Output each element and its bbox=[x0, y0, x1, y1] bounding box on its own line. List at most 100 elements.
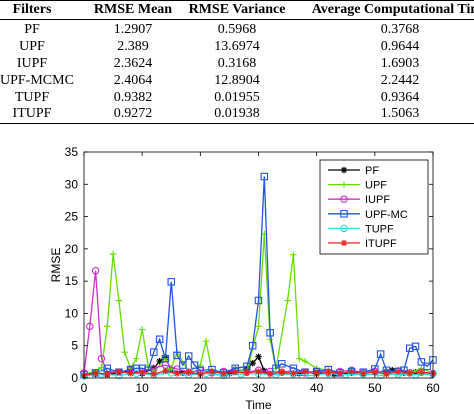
legend-label: UPF-MC bbox=[365, 209, 408, 221]
row-5-filter: ITUPF bbox=[12, 106, 52, 121]
data-point bbox=[371, 368, 379, 376]
table-bottom-rule bbox=[0, 123, 474, 124]
row-2-rmse-mean: 2.3624 bbox=[113, 56, 153, 71]
legend-item: TUPF bbox=[328, 223, 394, 235]
data-point bbox=[383, 370, 390, 378]
data-point bbox=[121, 348, 128, 356]
data-point bbox=[115, 368, 123, 375]
y-axis-label: RMSE bbox=[49, 248, 63, 283]
data-point bbox=[155, 335, 164, 344]
row-0-avg-time: 0.3768 bbox=[380, 22, 420, 37]
data-point bbox=[400, 366, 408, 375]
data-point bbox=[138, 368, 146, 376]
table-top-rule bbox=[0, 0, 474, 1]
data-point bbox=[104, 323, 111, 330]
data-point bbox=[97, 354, 106, 363]
x-axis-label: Time bbox=[245, 398, 272, 412]
data-point bbox=[133, 355, 140, 362]
data-point bbox=[220, 370, 227, 377]
data-point bbox=[405, 344, 414, 353]
row-2-filter: IUPF bbox=[16, 56, 48, 71]
y-tick-label: 10 bbox=[65, 306, 79, 320]
row-3-avg-time: 2.2442 bbox=[380, 73, 420, 88]
row-0-rmse-variance: 0.5968 bbox=[217, 22, 257, 37]
data-point bbox=[376, 371, 385, 380]
legend-marker bbox=[340, 195, 348, 203]
data-point bbox=[91, 267, 100, 275]
data-point bbox=[290, 251, 297, 258]
data-point bbox=[394, 368, 402, 375]
legend-label: ITUPF bbox=[365, 238, 397, 250]
row-5-rmse-mean: 0.9272 bbox=[113, 106, 153, 121]
x-tick-label: 10 bbox=[135, 381, 149, 395]
row-1-rmse-variance: 13.6974 bbox=[214, 39, 260, 54]
data-point bbox=[173, 351, 181, 360]
data-point bbox=[260, 172, 269, 181]
header-average-computational-time: Average Computational Time bbox=[311, 2, 474, 17]
data-point bbox=[266, 329, 274, 337]
row-5-rmse-variance: 0.01938 bbox=[214, 106, 260, 121]
y-tick-label: 20 bbox=[65, 242, 79, 256]
data-point bbox=[115, 297, 123, 304]
row-2-avg-time: 1.6903 bbox=[380, 56, 420, 71]
header-rmse-variance: RMSE Variance bbox=[188, 2, 286, 17]
legend-label: PF bbox=[365, 165, 379, 177]
data-point bbox=[348, 368, 355, 375]
data-point bbox=[150, 348, 158, 356]
y-tick-label: 0 bbox=[71, 371, 78, 385]
x-tick-label: 50 bbox=[368, 381, 382, 395]
data-point bbox=[202, 337, 210, 345]
row-2-rmse-variance: 0.3168 bbox=[217, 56, 257, 71]
data-point bbox=[86, 322, 94, 331]
y-tick-label: 25 bbox=[65, 210, 79, 224]
legend-item: IUPF bbox=[328, 194, 390, 206]
x-tick-label: 0 bbox=[81, 381, 88, 395]
data-point bbox=[109, 250, 117, 258]
data-point bbox=[284, 297, 291, 304]
data-point bbox=[92, 369, 99, 377]
data-point bbox=[266, 370, 274, 378]
data-point bbox=[296, 355, 303, 362]
y-tick-label: 5 bbox=[71, 339, 78, 353]
data-point bbox=[208, 368, 216, 375]
data-point bbox=[127, 370, 134, 377]
data-point bbox=[185, 368, 192, 376]
header-rmse-mean: RMSE Mean bbox=[93, 2, 173, 17]
data-point bbox=[254, 296, 263, 305]
legend-marker bbox=[340, 166, 348, 174]
row-1-avg-time: 0.9644 bbox=[380, 39, 420, 54]
legend-label: UPF bbox=[365, 180, 387, 192]
data-point bbox=[249, 359, 256, 367]
x-tick-label: 20 bbox=[194, 381, 208, 395]
legend-marker bbox=[340, 181, 348, 188]
table-header-rule bbox=[0, 19, 474, 20]
data-point bbox=[179, 361, 187, 369]
y-tick-label: 15 bbox=[65, 274, 79, 288]
data-point bbox=[278, 360, 286, 368]
data-point bbox=[376, 350, 385, 358]
series-itupf bbox=[80, 367, 437, 379]
legend-item: UPF-MC bbox=[328, 209, 408, 221]
data-point bbox=[301, 368, 309, 375]
results-table: Filters RMSE Mean RMSE Variance Average … bbox=[0, 0, 474, 124]
legend-marker bbox=[340, 239, 348, 247]
x-tick-label: 30 bbox=[252, 381, 266, 395]
data-point bbox=[156, 358, 163, 365]
y-tick-label: 30 bbox=[65, 177, 79, 191]
data-point bbox=[266, 336, 274, 343]
data-point bbox=[411, 342, 420, 351]
x-tick-label: 40 bbox=[310, 381, 324, 395]
data-point bbox=[150, 370, 157, 378]
data-point bbox=[190, 361, 199, 369]
data-point bbox=[360, 370, 367, 377]
legend-item: ITUPF bbox=[328, 238, 397, 250]
row-0-filter: PF bbox=[24, 22, 40, 37]
data-point bbox=[255, 323, 262, 330]
data-point bbox=[255, 368, 262, 375]
data-point bbox=[104, 370, 111, 378]
data-point bbox=[418, 368, 425, 376]
legend-label: TUPF bbox=[365, 223, 394, 235]
legend-marker bbox=[340, 224, 348, 233]
legend-box bbox=[319, 159, 429, 255]
